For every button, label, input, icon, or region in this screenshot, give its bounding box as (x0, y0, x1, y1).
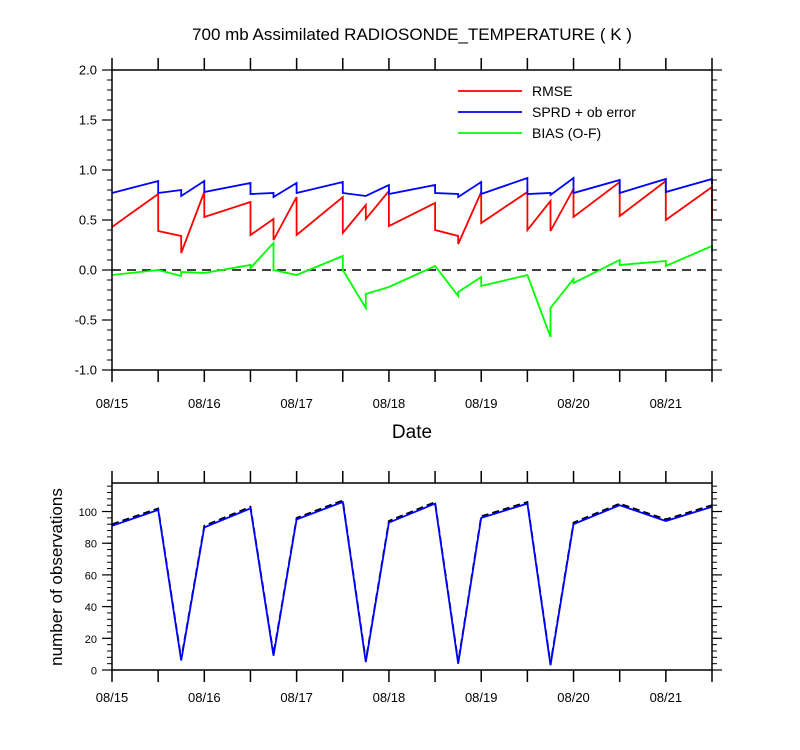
y-tick-label: 0 (91, 666, 97, 678)
y-tick-label: 60 (85, 570, 97, 582)
x-tick-label: 08/20 (557, 396, 590, 411)
y-axis-label-observations: number of observations (47, 488, 66, 666)
y-tick-label: 1.5 (79, 113, 97, 128)
top-plot-frame (111, 69, 713, 371)
x-tick-label: 08/18 (373, 690, 406, 705)
x-tick-label: 08/16 (188, 690, 221, 705)
x-tick-label: 08/15 (96, 396, 129, 411)
legend-label-sprd: SPRD + ob error (532, 104, 636, 120)
legend: RMSE SPRD + ob error BIAS (O-F) (458, 83, 636, 141)
y-tick-label: 80 (85, 539, 97, 551)
y-tick-label: 100 (79, 507, 97, 519)
bottom-plot-frame (111, 482, 713, 671)
legend-label-bias: BIAS (O-F) (532, 125, 601, 141)
legend-label-rmse: RMSE (532, 83, 572, 99)
y-tick-label: 1.0 (79, 163, 97, 178)
series-line-2 (111, 240, 713, 338)
series-line-0 (111, 179, 713, 254)
x-tick-label: 08/15 (96, 690, 129, 705)
x-tick-label: 08/17 (280, 396, 313, 411)
y-tick-label: 40 (85, 602, 97, 614)
x-tick-label: 08/18 (373, 396, 406, 411)
y-tick-label: 2.0 (79, 63, 97, 78)
y-tick-label: 20 (85, 634, 97, 646)
x-tick-label: 08/19 (465, 396, 498, 411)
x-tick-label: 08/20 (557, 690, 590, 705)
x-tick-label: 08/21 (650, 690, 683, 705)
x-tick-label: 08/21 (650, 396, 683, 411)
y-tick-label: 0.0 (79, 263, 97, 278)
y-tick-label: -1.0 (75, 363, 97, 378)
top-plot: -1.0 -0.5 0.0 0.5 1.0 1.5 2.0 08/15 08/16 08/17 08… (75, 58, 722, 411)
y-tick-label: -0.5 (75, 313, 97, 328)
bottom-plot: 0 20 40 60 80 100 08/15 08/16 08/17 08/18 08/19 08/… (79, 471, 722, 705)
series-line-1 (111, 176, 713, 199)
x-axis-label: Date (392, 422, 432, 443)
series-line-0 (111, 499, 713, 664)
x-tick-label: 08/16 (188, 396, 221, 411)
chart-title: 700 mb Assimilated RADIOSONDE_TEMPERATUR… (192, 25, 632, 44)
series-line-1 (111, 500, 713, 666)
x-tick-label: 08/17 (280, 690, 313, 705)
x-tick-label: 08/19 (465, 690, 498, 705)
y-tick-label: 0.5 (79, 213, 97, 228)
